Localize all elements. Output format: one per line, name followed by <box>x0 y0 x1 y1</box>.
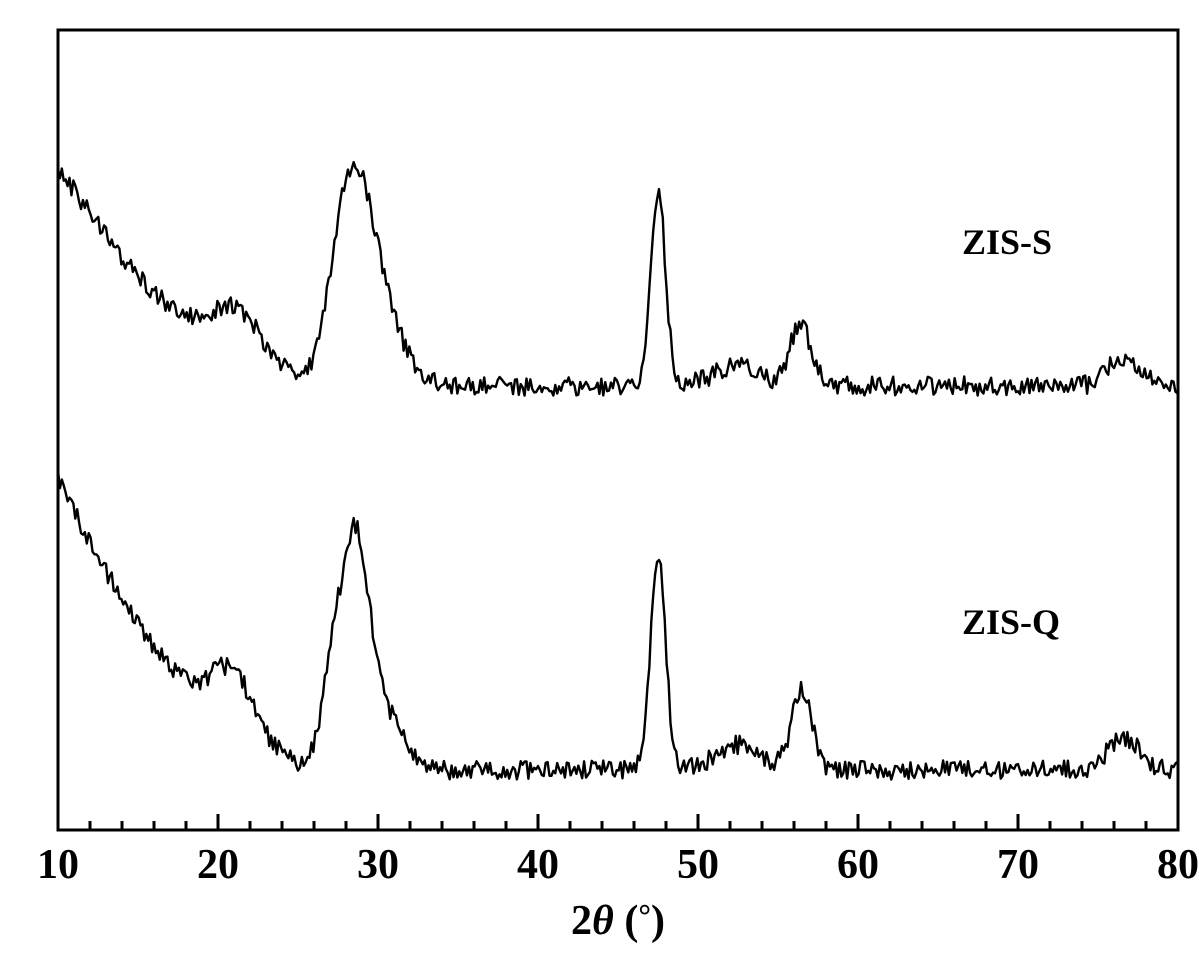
x-tick-label: 10 <box>37 842 79 888</box>
x-tick-label: 30 <box>357 842 399 888</box>
x-axis-title: 2θ (°) <box>571 898 665 944</box>
x-tick-label: 70 <box>997 842 1039 888</box>
x-tick-label: 50 <box>677 842 719 888</box>
x-tick-label: 20 <box>197 842 239 888</box>
x-tick-label: 80 <box>1157 842 1199 888</box>
x-tick-label: 40 <box>517 842 559 888</box>
series-label-ZIS-S: ZIS-S <box>962 222 1052 262</box>
chart-svg: 10 20 30 40 50 60 70 80 2θ (°) ZIS-S ZIS-Q <box>0 0 1199 964</box>
series-label-ZIS-Q: ZIS-Q <box>962 602 1060 642</box>
xrd-chart: 10 20 30 40 50 60 70 80 2θ (°) ZIS-S ZIS-Q <box>0 0 1199 964</box>
x-tick-label: 60 <box>837 842 879 888</box>
